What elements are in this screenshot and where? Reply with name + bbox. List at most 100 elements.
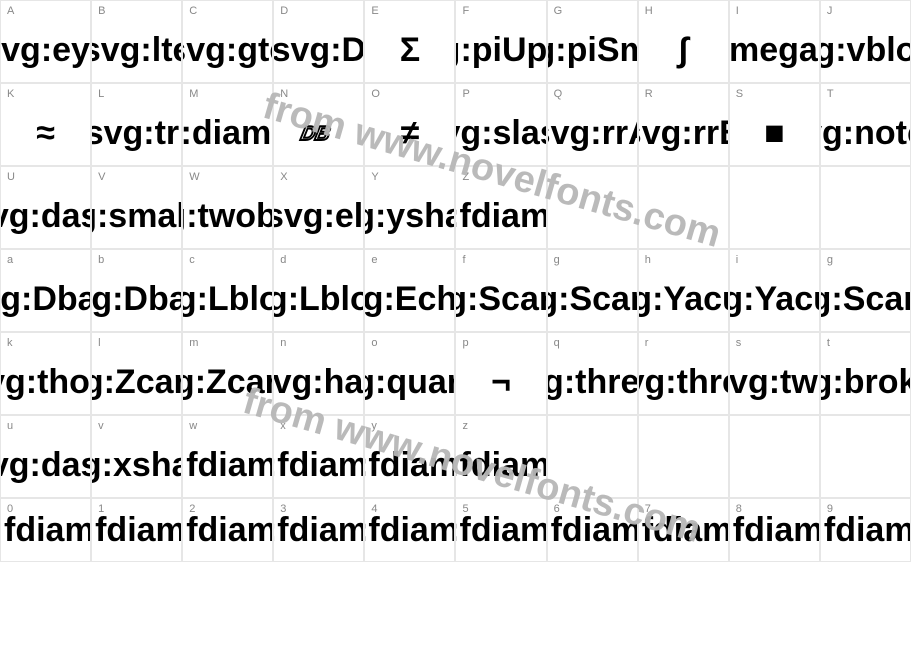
cell-label: p — [462, 337, 468, 349]
glyph: svg:omegaBlock — [730, 23, 819, 76]
glyph — [548, 189, 637, 242]
glyph: svg:vblock — [821, 23, 910, 76]
glyph-cell: fsvg:Scaron — [455, 249, 546, 332]
character-map: Asvg:eyeBsvg:lteCsvg:gteDsvg:DEΣFsvg:piU… — [0, 0, 911, 668]
glyph-cell — [638, 415, 729, 498]
cell-label: Q — [554, 88, 563, 100]
glyph-cell: 8svg:fdiamond — [729, 498, 820, 562]
glyph-cell: N DB — [273, 83, 364, 166]
glyph: svg:two — [730, 355, 819, 408]
glyph-cell: Vsvg:smallsq — [91, 166, 182, 249]
cell-label: K — [7, 88, 14, 100]
cell-label: k — [7, 337, 13, 349]
glyph-cell: 4svg:fdiamond — [364, 498, 455, 562]
glyph: svg:fdiamond — [92, 501, 181, 559]
grid-row: asvg:Dbar1bsvg:Dbar2csvg:Lblockdsvg:Lblo… — [0, 249, 911, 332]
glyph-cell — [547, 415, 638, 498]
cell-label: I — [736, 5, 739, 17]
glyph-cell: Xsvg:ell — [273, 166, 364, 249]
glyph-cell: xsvg:fdiamond — [273, 415, 364, 498]
glyph: Σ — [365, 23, 454, 76]
glyph: svg:fdiamond — [821, 501, 910, 559]
glyph-cell: hsvg:Yacute — [638, 249, 729, 332]
glyph: svg:slash — [456, 106, 545, 159]
glyph: svg:three — [639, 355, 728, 408]
glyph: svg:fdiamond — [365, 501, 454, 559]
cell-label: g — [554, 254, 560, 266]
glyph-cell: H∫ — [638, 0, 729, 83]
glyph: svg:Dbar2 — [92, 272, 181, 325]
cell-label: g — [827, 254, 833, 266]
glyph: svg:Scaron — [821, 272, 910, 325]
cell-label: x — [280, 420, 286, 432]
glyph-cell: 1svg:fdiamond — [91, 498, 182, 562]
cell-label: w — [189, 420, 197, 432]
cell-label: Y — [371, 171, 378, 183]
glyph-cell: esvg:Echev — [364, 249, 455, 332]
glyph: svg:xshape — [92, 438, 181, 491]
cell-label: O — [371, 88, 380, 100]
glyph: svg:fdiamond — [456, 189, 545, 242]
glyph-cell: 7svg:fdiamond — [638, 498, 729, 562]
cell-label: F — [462, 5, 469, 17]
glyph-cell: Fsvg:piUpper — [455, 0, 546, 83]
glyph-cell — [820, 166, 911, 249]
glyph: svg:fdiamond — [274, 501, 363, 559]
glyph: svg:gte — [183, 23, 272, 76]
glyph-cell: K≈ — [0, 83, 91, 166]
glyph: svg:Zcaron — [183, 355, 272, 408]
cell-label: h — [645, 254, 651, 266]
cell-label: N — [280, 88, 288, 100]
glyph-cell: 5svg:fdiamond — [455, 498, 546, 562]
glyph: svg:fdiamond — [365, 438, 454, 491]
glyph: svg:Lblock — [183, 272, 272, 325]
cell-label: Z — [462, 171, 469, 183]
grid-container: Asvg:eyeBsvg:lteCsvg:gteDsvg:DEΣFsvg:piU… — [0, 0, 911, 562]
glyph: svg:Lblock — [274, 272, 363, 325]
glyph: svg:fdiamond — [548, 501, 637, 559]
cell-label: R — [645, 88, 653, 100]
cell-label: o — [371, 337, 377, 349]
cell-label: V — [98, 171, 105, 183]
grid-row: Usvg:dashVsvg:smallsqWsvg:twobarsXsvg:el… — [0, 166, 911, 249]
cell-label: t — [827, 337, 830, 349]
cell-label: y — [371, 420, 377, 432]
cell-label: G — [554, 5, 563, 17]
cell-label: W — [189, 171, 199, 183]
glyph-cell: 9svg:fdiamond — [820, 498, 911, 562]
glyph — [730, 438, 819, 491]
cell-label: J — [827, 5, 833, 17]
cell-label: v — [98, 420, 104, 432]
glyph: svg:fdiamond — [183, 438, 272, 491]
glyph: svg:piUpper — [456, 23, 545, 76]
cell-label: X — [280, 171, 287, 183]
glyph: svg:yshape — [365, 189, 454, 242]
glyph: svg:Yacute — [730, 272, 819, 325]
cell-label: q — [554, 337, 560, 349]
glyph-cell — [729, 166, 820, 249]
glyph-cell: rsvg:three — [638, 332, 729, 415]
glyph: svg:tri — [92, 106, 181, 159]
glyph: svg:fdiamond — [1, 501, 90, 559]
glyph-cell: gsvg:Scaron — [547, 249, 638, 332]
glyph-cell: Isvg:omegaBlock — [729, 0, 820, 83]
glyph-cell: csvg:Lblock — [182, 249, 273, 332]
glyph-cell: p¬ — [455, 332, 546, 415]
glyph-cell: Csvg:gte — [182, 0, 273, 83]
cell-label: z — [462, 420, 468, 432]
cell-label: e — [371, 254, 377, 266]
svg-text:DB: DB — [299, 123, 333, 145]
glyph: svg:fdiamond — [730, 501, 819, 559]
cell-label: D — [280, 5, 288, 17]
glyph-cell: Lsvg:tri — [91, 83, 182, 166]
glyph: svg:dash — [1, 438, 90, 491]
glyph: ≈ — [1, 106, 90, 159]
glyph-cell: lsvg:Zcaron — [91, 332, 182, 415]
glyph-cell: 6svg:fdiamond — [547, 498, 638, 562]
glyph-cell: zsvg:fdiamond — [455, 415, 546, 498]
grid-row: ksvg:thornlsvg:Zcaronmsvg:Zcaronnsvg:hal… — [0, 332, 911, 415]
glyph-cell: Wsvg:twobars — [182, 166, 273, 249]
glyph: svg:ell — [274, 189, 363, 242]
cell-label: T — [827, 88, 834, 100]
glyph: svg:smallsq — [92, 189, 181, 242]
